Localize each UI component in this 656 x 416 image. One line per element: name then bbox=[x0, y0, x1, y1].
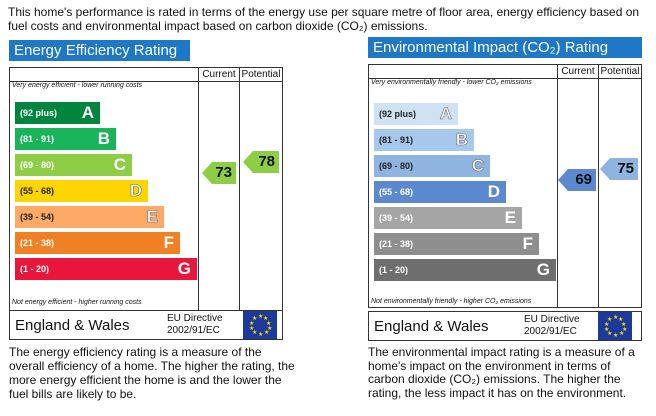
environment-top-caption: Very environmentally friendly - lower CO… bbox=[371, 79, 532, 86]
environment-band-a: (92 plus) A bbox=[374, 103, 458, 125]
energy-band-a: (92 plus) A bbox=[15, 102, 100, 124]
energy-bottom-caption: Not energy efficient - higher running co… bbox=[12, 299, 142, 306]
environment-band-d: (55 - 68) D bbox=[374, 181, 506, 203]
environment-directive-line1: EU Directive bbox=[524, 314, 580, 325]
environment-potential-header: Potential bbox=[600, 66, 640, 77]
environment-current-header: Current bbox=[561, 66, 595, 77]
environment-description: The environmental impact rating is a mea… bbox=[368, 345, 635, 400]
energy-current-header: Current bbox=[202, 69, 236, 80]
energy-potential-header: Potential bbox=[241, 69, 281, 80]
environment-band-g: (1 - 20) G bbox=[374, 259, 556, 281]
energy-potential-arrow: 78 bbox=[243, 151, 279, 173]
environment-directive-line2: 2002/91/EC bbox=[524, 326, 577, 337]
environment-chart-frame: Current Potential Very environmentally f… bbox=[368, 64, 642, 308]
energy-chart-title: Energy Efficiency Rating bbox=[9, 40, 190, 61]
intro-text: This home's performance is rated in term… bbox=[8, 5, 640, 33]
energy-directive-line1: EU Directive bbox=[167, 313, 223, 324]
environment-potential-arrow: 75 bbox=[600, 158, 638, 180]
energy-footer: England & Wales EU Directive 2002/91/EC … bbox=[9, 310, 283, 340]
environment-band-f: (21 - 38) F bbox=[374, 233, 539, 255]
energy-band-d: (55 - 68) D bbox=[15, 180, 148, 202]
energy-band-g: (1 - 20) G bbox=[15, 258, 197, 280]
energy-efficiency-chart: Energy Efficiency Rating Current Potenti… bbox=[9, 40, 295, 401]
energy-description: The energy efficiency rating is a measur… bbox=[9, 345, 295, 401]
environmental-impact-chart: Environmental Impact (CO₂) Rating Curren… bbox=[368, 37, 642, 399]
environment-band-c: (69 - 80) C bbox=[374, 155, 490, 177]
environment-bottom-caption: Not environmentally friendly - higher CO… bbox=[371, 298, 532, 305]
environment-band-b: (81 - 91) B bbox=[374, 129, 474, 151]
environment-current-arrow: 69 bbox=[558, 169, 596, 191]
energy-region: England & Wales bbox=[15, 317, 130, 334]
environment-band-e: (39 - 54) E bbox=[374, 207, 522, 229]
energy-band-b: (81 - 91) B bbox=[15, 128, 116, 150]
energy-band-f: (21 - 38) F bbox=[15, 232, 180, 254]
energy-band-e: (39 - 54) E bbox=[15, 206, 164, 228]
energy-directive-line2: 2002/91/EC bbox=[167, 325, 220, 336]
energy-band-c: (69 - 80) C bbox=[15, 154, 132, 176]
environment-region: England & Wales bbox=[374, 318, 489, 335]
eu-flag-icon: ★ ★ ★ ★ ★ ★ ★ ★ ★ ★ bbox=[243, 311, 277, 339]
energy-top-caption: Very energy efficient - lower running co… bbox=[12, 82, 143, 89]
environment-footer: England & Wales EU Directive 2002/91/EC … bbox=[368, 311, 642, 341]
energy-chart-frame: Current Potential Very energy efficient … bbox=[9, 67, 283, 311]
eu-flag-icon: ★ ★ ★ ★ ★ ★ ★ ★ ★ ★ bbox=[598, 312, 632, 340]
environment-chart-title: Environmental Impact (CO₂) Rating bbox=[368, 37, 642, 58]
energy-current-arrow: 73 bbox=[202, 162, 236, 184]
